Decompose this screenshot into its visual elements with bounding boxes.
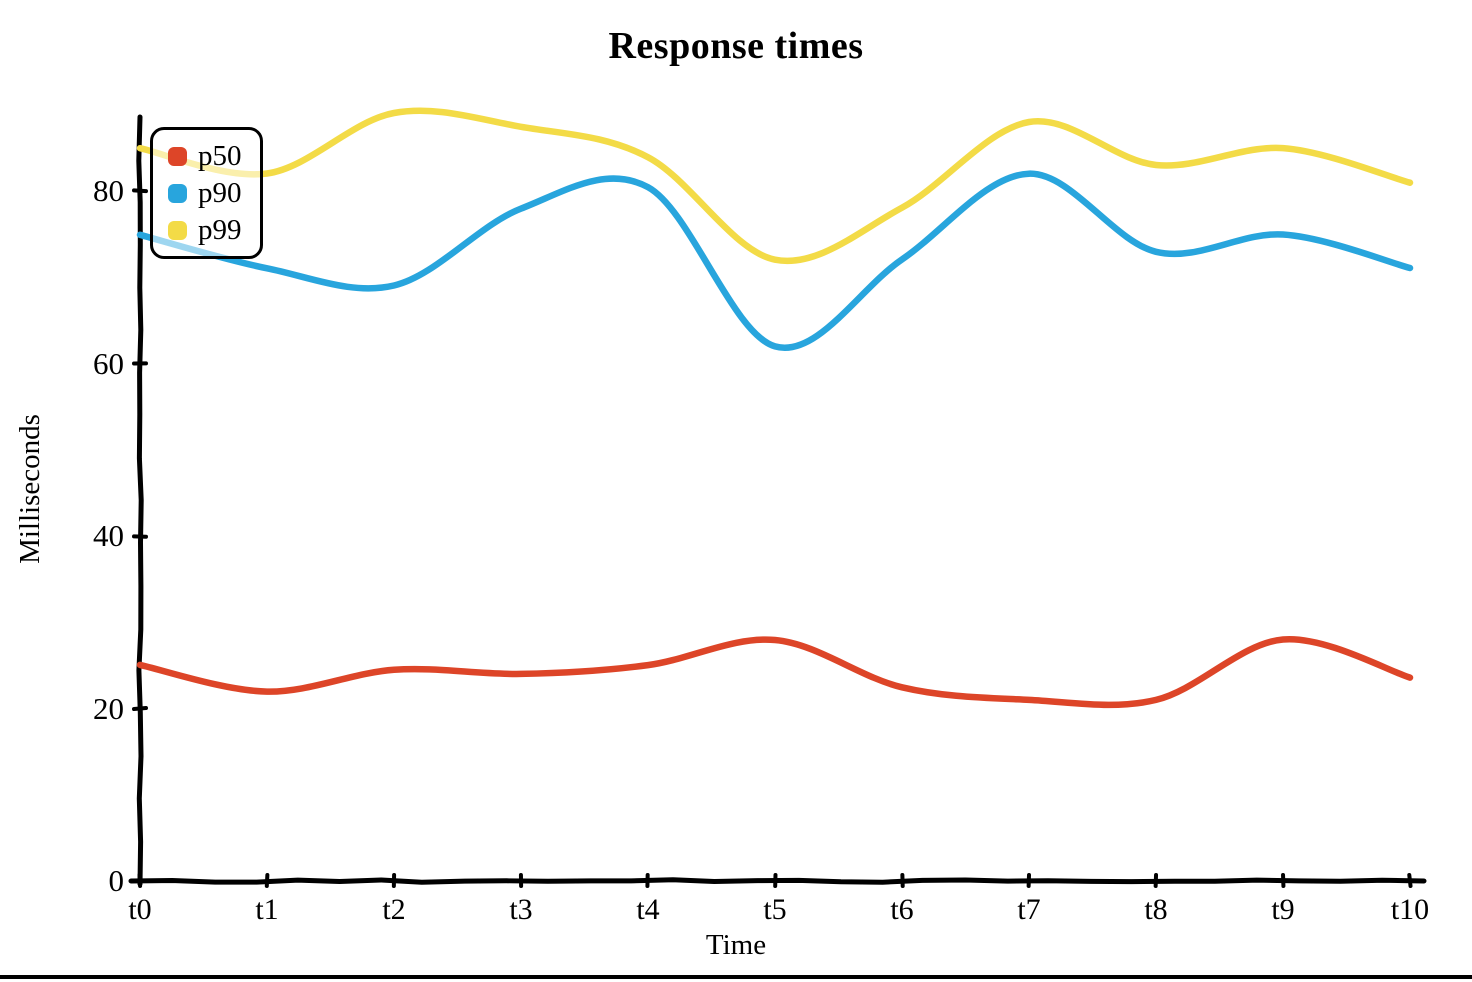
x-axis	[128, 877, 1427, 885]
x-tick-label: t4	[636, 893, 660, 926]
x-tick-label: t5	[763, 893, 787, 926]
x-tick-label: t6	[890, 893, 914, 926]
y-tick-label: 0	[108, 863, 125, 898]
legend-label-p50: p50	[198, 139, 242, 172]
y-tick-mark	[132, 706, 148, 712]
y-tick-label: 80	[93, 173, 124, 208]
series-line-p99	[136, 107, 1414, 265]
legend-item-p90: p90	[168, 176, 260, 209]
chart-title: Response times	[608, 25, 864, 67]
y-axis	[136, 114, 144, 887]
legend-swatch-p99	[168, 220, 187, 240]
legend-item-p50: p50	[168, 139, 260, 172]
y-tick-mark	[132, 188, 148, 194]
x-tick-label: t1	[255, 893, 279, 926]
y-tick-label: 20	[93, 690, 124, 726]
legend-item-p99: p99	[168, 213, 260, 246]
legend-swatch-p90	[168, 183, 187, 203]
x-tick-label: t8	[1144, 893, 1168, 926]
x-tick-mark	[137, 873, 143, 888]
x-tick-label: t2	[382, 893, 406, 926]
x-tick-label: t7	[1017, 893, 1041, 926]
y-tick-label: 60	[93, 345, 124, 381]
x-tick-label: t9	[1271, 893, 1295, 926]
legend-label-p90: p90	[198, 176, 242, 209]
x-tick-label: t3	[509, 893, 533, 926]
x-tick-mark	[264, 873, 270, 888]
y-tick-label: 40	[93, 518, 124, 553]
x-tick-mark	[1407, 873, 1413, 888]
legend-swatch-p50	[168, 146, 187, 166]
series-line-p50	[136, 636, 1414, 709]
legend-label-p99: p99	[198, 213, 242, 246]
x-tick-label: t10	[1390, 893, 1430, 926]
bottom-border	[0, 975, 1472, 979]
x-tick-label: t0	[128, 893, 152, 926]
series-line-p90	[136, 170, 1414, 352]
y-axis-title: Milliseconds	[14, 414, 46, 564]
x-axis-title: Time	[705, 929, 767, 961]
legend: p50 p90 p99	[150, 127, 263, 259]
